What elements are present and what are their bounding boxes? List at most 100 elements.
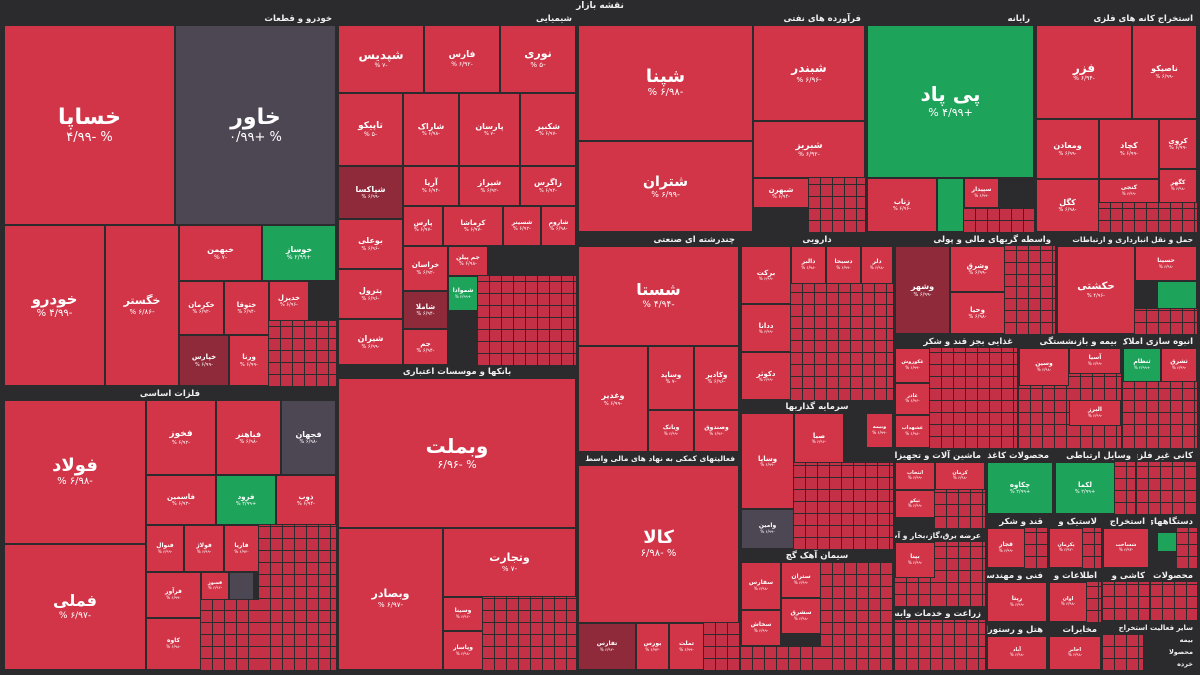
tile-fameseen[interactable]: فاسمین -۶/۹۲ % [146, 475, 216, 525]
tile-khepars[interactable]: خپارس -۶/۹۹ % [179, 335, 229, 386]
tile-vsin[interactable]: وسین -۶/۹۸ % [1019, 348, 1069, 386]
tile-shesinar[interactable]: شسینر -۶/۹۲ % [503, 206, 541, 246]
tile-vtejarat[interactable]: وتجارت -۷ % [443, 528, 576, 597]
tile-shamavad[interactable]: شموادا +۲/۹۹ % [448, 276, 478, 311]
tile-kaveh[interactable]: کاوه -۶/۹۸ % [146, 618, 201, 670]
tile-tamalat[interactable]: تملت -۶/۹۹ % [669, 623, 704, 670]
tile-fameli[interactable]: فملی -۶/۹۷ % [4, 544, 146, 670]
tile-pepad[interactable]: پی پاد +۴/۹۹ % [867, 25, 1034, 178]
tile-khorasan[interactable]: خراسان -۶/۹۲ % [403, 246, 448, 291]
tile-faraya[interactable]: فاریا -۶/۹۴ % [224, 525, 259, 572]
tile-tazim[interactable]: ثنظام +۲/۹۹ % [1123, 348, 1161, 382]
tile-khdizel[interactable]: خدیزل -۶/۹۶ % [269, 281, 309, 321]
tile-shepaksa[interactable]: شپاکسا -۶/۹۹ % [338, 166, 403, 219]
tile-avan[interactable]: اوان -۶/۹۸ % [1049, 582, 1087, 622]
tile-ghazar[interactable]: غاذر -۶/۹۶ % [895, 383, 930, 415]
tile-shamla[interactable]: شاملا -۶/۹۴ % [403, 291, 448, 329]
tile-shepna[interactable]: شپنا -۶/۹۸ % [578, 25, 753, 141]
tile-setran[interactable]: ستران -۶/۹۹ % [781, 562, 821, 598]
tile-green-small[interactable] [1157, 532, 1177, 552]
tile-fazar[interactable]: فزر -۶/۹۴ % [1036, 25, 1132, 119]
tile-booali[interactable]: بوعلی -۶/۹۶ % [338, 219, 403, 269]
tile-khbahman[interactable]: خبهمن -۷ % [179, 225, 262, 281]
tile-zanab[interactable]: زناب -۶/۹۶ % [867, 178, 937, 232]
tile-shiraz[interactable]: شیراز -۶/۹۲ % [459, 166, 520, 206]
tile-khsapa[interactable]: خساپا% -۴/۹۹ [4, 25, 175, 225]
tile-vbsadr[interactable]: وبصادر -۶/۹۷ % [338, 528, 443, 670]
tile-barkat[interactable]: برکت -۶/۹۹ % [741, 246, 791, 304]
tile-khodro[interactable]: خودرو -۴/۹۹ % [4, 225, 105, 386]
tile-fekhooz[interactable]: فخوز -۶/۹۲ % [146, 400, 216, 475]
tile-pakraan[interactable]: پکرمان -۶/۹۲ % [1049, 528, 1083, 568]
tile-rapna[interactable]: رپتا -۶/۹۹ % [987, 582, 1047, 622]
tile-hakeshti[interactable]: حکشتی -۴/۹۶ % [1057, 246, 1135, 334]
tile-vernna[interactable]: ورنا -۶/۹۹ % [229, 335, 269, 386]
tile-sepidar[interactable]: سپیدار -۶/۹۹ % [964, 178, 999, 208]
tile-shepdis[interactable]: شپدیس -۷ % [338, 25, 424, 93]
tile-shakbi[interactable]: شکبیر -۶/۹۷ % [520, 93, 576, 166]
tile-shbandar[interactable]: شبندر -۶/۹۶ % [753, 25, 865, 121]
tile-dasoobha[interactable]: دسبحا -۶/۹۹ % [826, 246, 861, 284]
tile-bepna[interactable]: بپنا -۶/۹۹ % [895, 542, 935, 578]
tile-vshehr[interactable]: وشهر -۶/۹۹ % [895, 246, 950, 334]
tile-koroi[interactable]: کروی -۶/۹۹ % [1159, 119, 1197, 169]
tile-vamin[interactable]: وامین -۶/۹۹ % [741, 509, 794, 549]
tile-skhash[interactable]: سخاش -۶/۹۹ % [741, 610, 781, 646]
tile-khosaz[interactable]: خوساز +۲/۹۹ % [262, 225, 336, 281]
tile-vbmellat[interactable]: وبملت% -۶/۹۶ [338, 378, 576, 528]
tile-asia[interactable]: آسیا -۶/۹۹ % [1069, 348, 1121, 374]
tile-shetran[interactable]: شتران -۶/۹۹ % [578, 141, 753, 232]
tile-fajahr[interactable]: فباهنر -۶/۹۸ % [216, 400, 281, 475]
tile-natsiko[interactable]: ناصیکو -۶/۹۹ % [1132, 25, 1197, 119]
tile-freeg[interactable]: فرآور -۶/۹۹ % [146, 572, 201, 618]
tile-sfars[interactable]: سفارس -۶/۹۸ % [741, 562, 781, 610]
tile-akhaber[interactable]: اخابر -۶/۹۸ % [1049, 636, 1101, 670]
tile-parsan[interactable]: پارسان -۷ % [459, 93, 520, 166]
tile-khavar[interactable]: خاور% +۰/۹۹ [175, 25, 336, 225]
tile-tashrigh[interactable]: ثشرق -۶/۹۹ % [1161, 348, 1197, 382]
tile-khzamia[interactable]: خکرمان -۶/۹۲ % [179, 281, 224, 335]
tile-khgostar[interactable]: خگستر -۶/۸۶ % [105, 225, 179, 386]
tile-hasina[interactable]: حسینا -۶/۹۸ % [1135, 246, 1197, 281]
tile-vghadir[interactable]: وغدیر -۶/۹۹ % [578, 346, 648, 452]
tile-kechad[interactable]: کچاد -۶/۹۹ % [1099, 119, 1159, 179]
tile-shasta[interactable]: شستا -۴/۹۴ % [578, 246, 739, 346]
tile-pars[interactable]: پارس -۶/۹۷ % [403, 206, 443, 246]
tile-noori[interactable]: نوری -۵ % [500, 25, 576, 93]
tile-vbank[interactable]: وبانک -۶/۹۹ % [648, 410, 694, 452]
tile-fazob[interactable]: ذوب -۶/۹۴ % [276, 475, 336, 525]
tile-lekama[interactable]: لکما +۲/۹۹ % [1055, 462, 1115, 514]
tile-vsandogh[interactable]: وصندوق -۶/۹۶ % [694, 410, 739, 452]
tile-fajhan[interactable]: فجهان -۶/۹۸ % [281, 400, 336, 475]
tile-dalar[interactable]: دالبر -۶/۹۸ % [791, 246, 826, 284]
tile-dakothr[interactable]: دکوثر -۶/۹۹ % [741, 352, 791, 400]
tile-zagros[interactable]: زاگرس -۶/۹۴ % [520, 166, 576, 206]
tile-khotoka[interactable]: ختوقا -۶/۹۴ % [224, 281, 269, 335]
tile-vkadir[interactable]: وکادیر -۶/۹۶ % [694, 346, 739, 410]
tile-jambilan[interactable]: جم پیلن -۶/۹۸ % [448, 246, 488, 276]
tile-abad[interactable]: آباد -۶/۹۸ % [987, 636, 1047, 670]
tile-gekoorosh[interactable]: غکوروش -۶/۹۹ % [895, 348, 930, 383]
tile-sshargh[interactable]: سشرق -۶/۹۸ % [781, 598, 821, 634]
tile-tefars[interactable]: تفارس -۶/۹۲ % [578, 623, 636, 670]
tile-vsina[interactable]: وسینا -۶/۹۶ % [443, 597, 483, 631]
tile-sharak[interactable]: شاراک -۶/۹۸ % [403, 93, 459, 166]
tile-dalorz[interactable]: دلر -۶/۹۸ % [861, 246, 893, 284]
tile-kegoher[interactable]: کگهر -۶/۹۸ % [1159, 169, 1197, 203]
tile-petrol[interactable]: پترول -۶/۹۶ % [338, 269, 403, 319]
tile-kegol[interactable]: کگل -۶/۹۸ % [1036, 179, 1099, 232]
tile-shasmat[interactable]: شساخت -۶/۹۳ % [1103, 528, 1149, 568]
tile-vamadan[interactable]: ومعادن -۶/۹۹ % [1036, 119, 1099, 179]
tile-kenji[interactable]: کنجی -۶/۹۹ % [1099, 179, 1159, 203]
tile-shebhan[interactable]: شبهرن -۶/۹۴ % [753, 178, 809, 208]
tile-foroud[interactable]: فرود +۲/۹۹ % [216, 475, 276, 525]
tile-arya[interactable]: آریا -۶/۹۴ % [403, 166, 459, 206]
tile-gray-small[interactable] [229, 572, 254, 600]
tile-vshargh[interactable]: وشرق -۶/۹۹ % [950, 246, 1005, 292]
tile-shebriz[interactable]: شبریز -۶/۹۲ % [753, 121, 865, 178]
tile-tikoo[interactable]: تیکو -۶/۹۹ % [895, 490, 935, 518]
tile-vsaped[interactable]: وساپد -۷ % [648, 346, 694, 410]
tile-vsaba[interactable]: صبا -۶/۹۶ % [794, 413, 844, 463]
tile-vbima[interactable]: وبیمه -۶/۹۹ % [866, 413, 893, 448]
tile-green-small[interactable] [1157, 281, 1197, 309]
